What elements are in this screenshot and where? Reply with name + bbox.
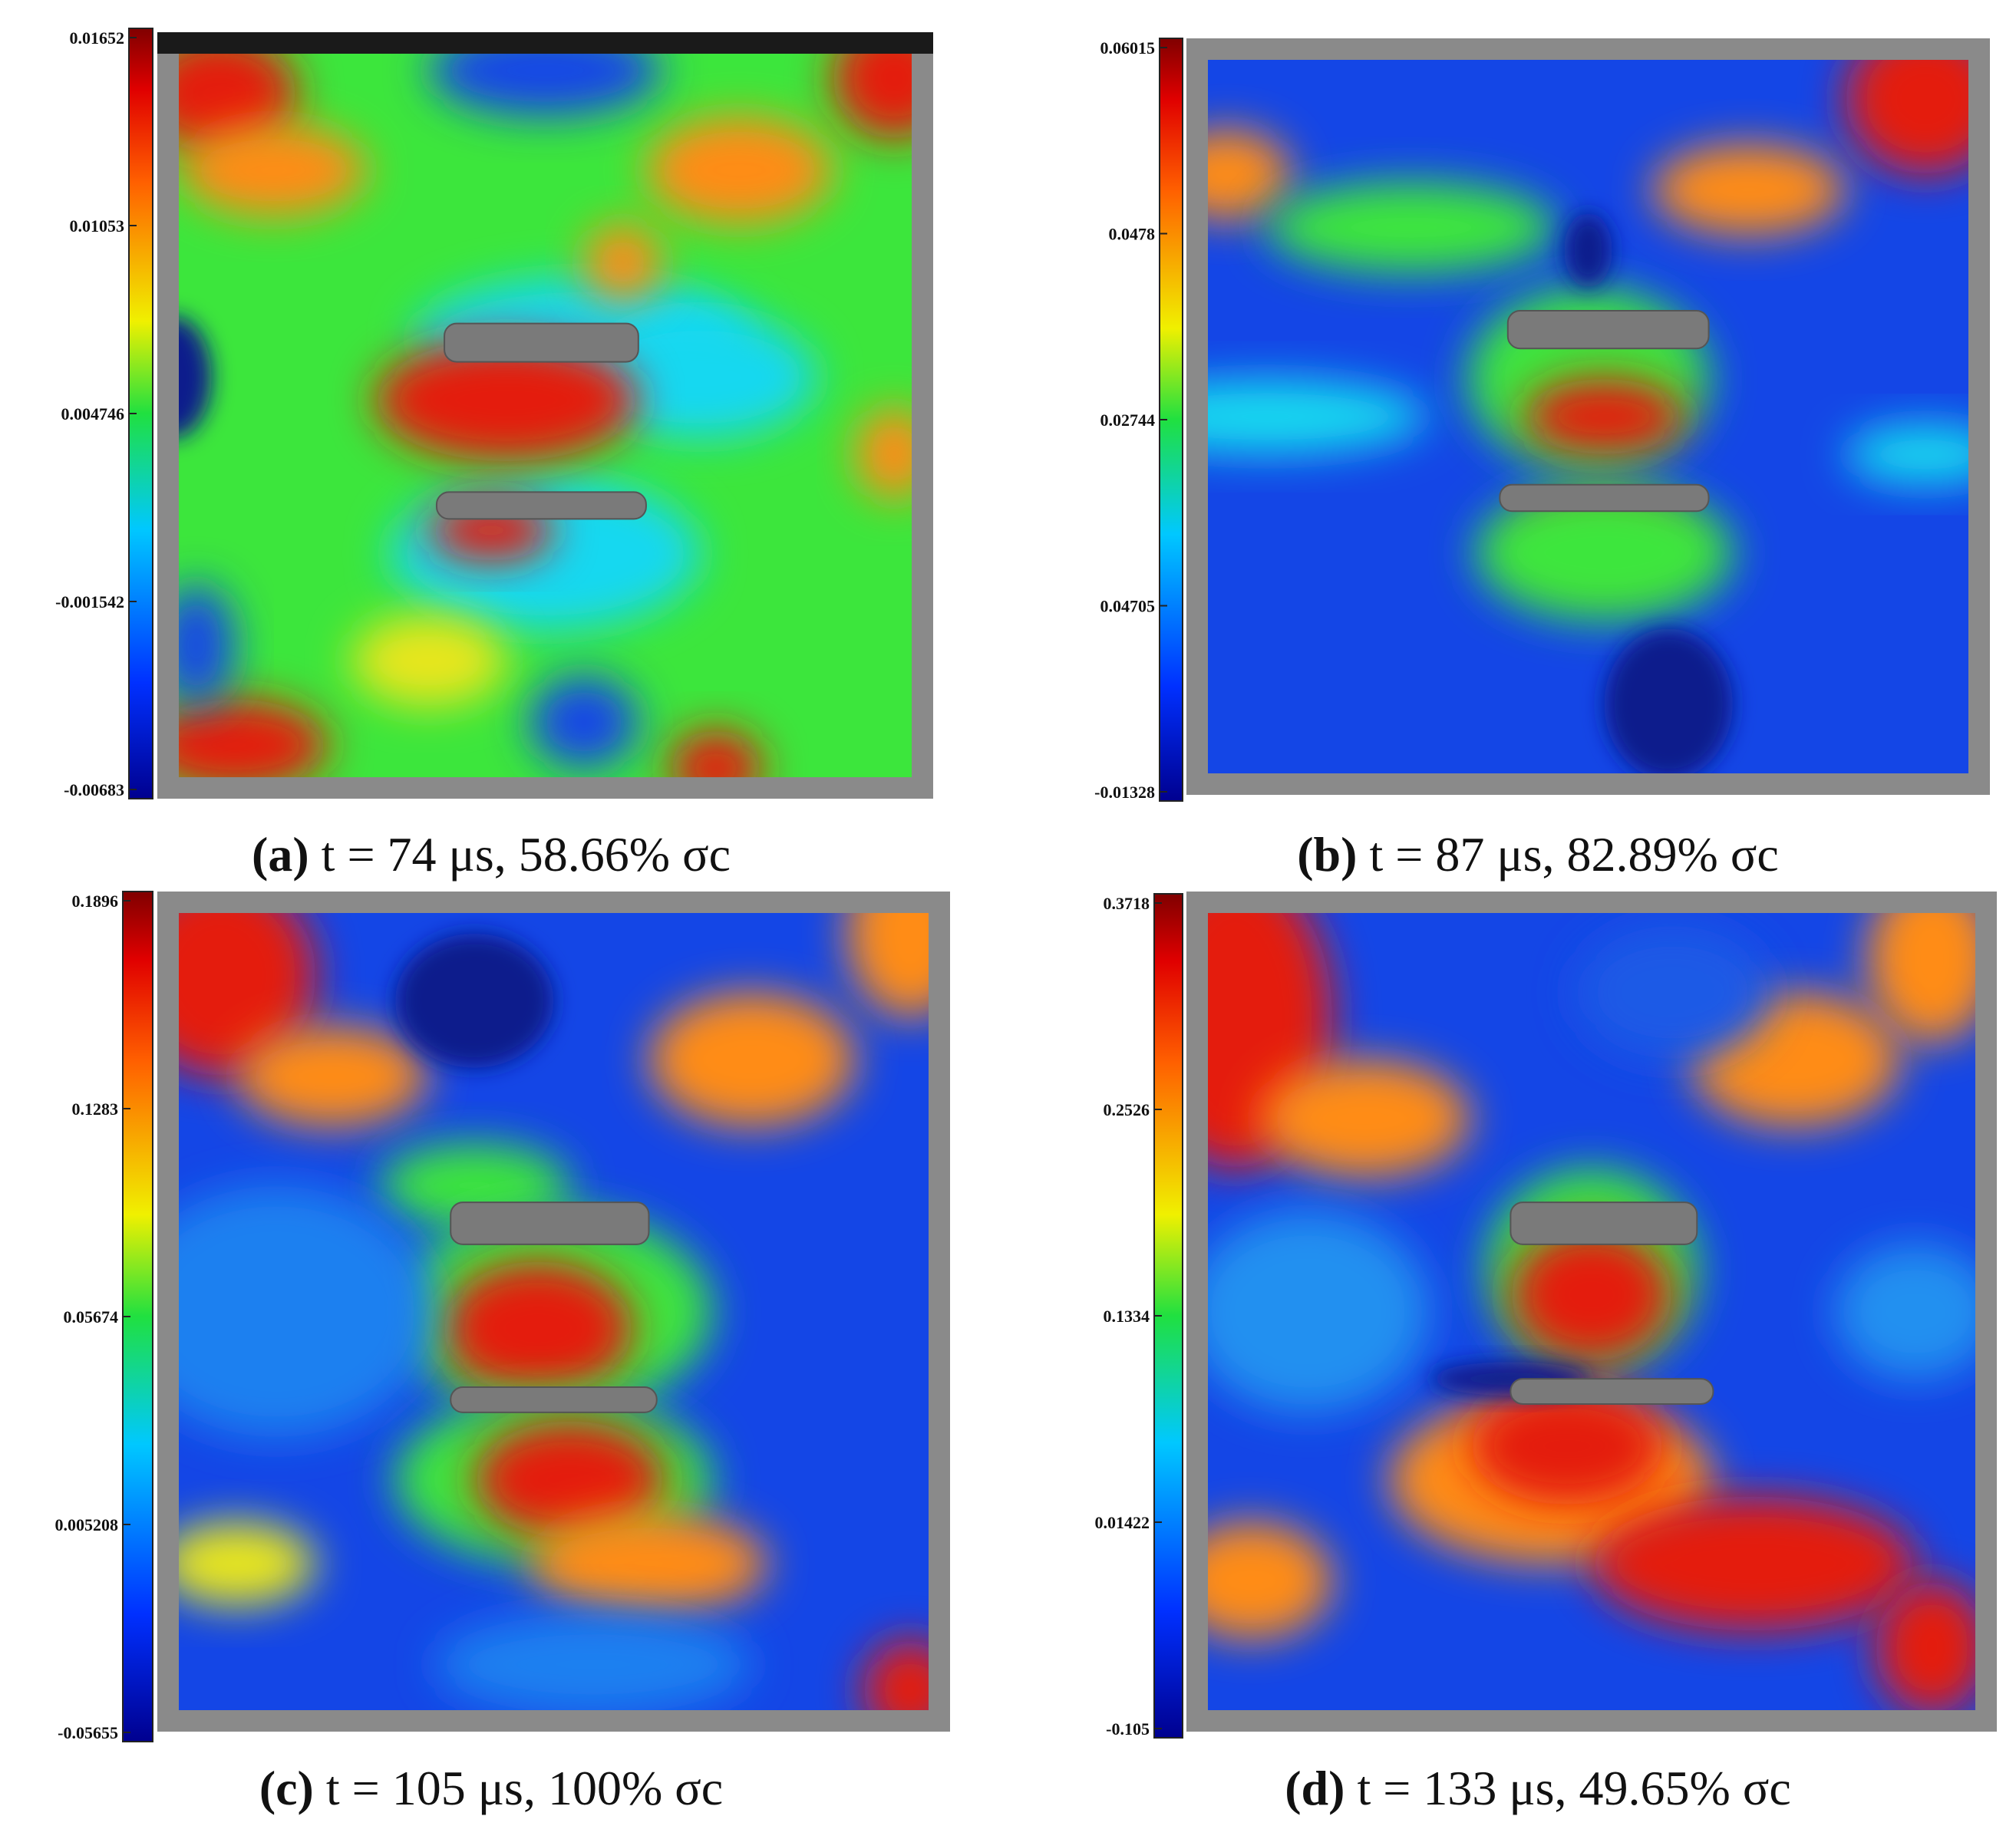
field-blob xyxy=(1475,484,1733,621)
field-blob xyxy=(394,933,554,1068)
field-blob xyxy=(434,1613,752,1710)
colorbar-label: 0.01652 xyxy=(70,28,125,48)
panel: 0.3718 0.2526 0.1334 0.01422 -0.105 (d) t = 1… xyxy=(1095,892,1997,1815)
field-blob xyxy=(1604,628,1733,773)
caption-text: t = 105 μs, 100% σc xyxy=(326,1761,723,1815)
field-blob xyxy=(1208,1211,1430,1412)
colorbar-label: -0.05655 xyxy=(58,1723,118,1742)
flaw xyxy=(1510,1201,1698,1245)
colorbar-label: -0.105 xyxy=(1106,1719,1150,1739)
caption: (d) t = 133 μs, 49.65% σc xyxy=(1285,1761,1791,1815)
colorbar-label: 0.06015 xyxy=(1100,38,1156,58)
caption-tag: (b) xyxy=(1297,827,1357,882)
field-blob xyxy=(1845,424,1968,485)
colorbar-label: 0.02744 xyxy=(1100,410,1156,430)
field-blob xyxy=(1592,1496,1916,1631)
colorbar-label: 0.005208 xyxy=(55,1515,119,1534)
flaw xyxy=(435,491,647,520)
field-blob xyxy=(1208,129,1292,220)
field-blob xyxy=(1845,60,1968,175)
field-blob xyxy=(1208,378,1428,455)
colorbar-label: 0.0478 xyxy=(1109,225,1156,244)
field-blob xyxy=(179,316,212,438)
flaw xyxy=(450,1386,658,1413)
field-blob xyxy=(1259,1060,1470,1178)
colorbar-label: 0.04705 xyxy=(1100,597,1156,616)
field-blob xyxy=(645,116,833,224)
colorbar-label: 0.3718 xyxy=(1104,894,1150,913)
colorbar-label: 0.01053 xyxy=(70,216,125,236)
field-blob xyxy=(863,1639,929,1710)
field-blob xyxy=(1834,1244,1975,1379)
strain-field xyxy=(179,913,929,1710)
flaw xyxy=(444,322,639,363)
caption-text: t = 87 μs, 82.89% σc xyxy=(1369,827,1778,882)
panel: 0.1896 0.1283 0.05674 0.005208 -0.05655 (c) t… xyxy=(55,891,950,1815)
colorbar-label: 0.1283 xyxy=(72,1099,119,1119)
field-blob xyxy=(669,730,763,777)
colorbar-label: 0.05674 xyxy=(64,1307,119,1327)
colorbar-label: 0.01422 xyxy=(1095,1513,1150,1532)
colorbar-label: -0.01328 xyxy=(1094,783,1155,802)
field-blob xyxy=(584,315,817,439)
field-blob xyxy=(236,1026,427,1127)
panel: 0.06015 0.0478 0.02744 0.04705 -0.01328 (b) t… xyxy=(1094,38,1990,882)
field-blob xyxy=(1470,1387,1665,1505)
field-blob xyxy=(855,407,912,500)
caption: (a) t = 74 μs, 58.66% σc xyxy=(252,827,731,882)
colorbar-label: -0.001542 xyxy=(55,592,124,611)
field-blob xyxy=(584,223,662,301)
field-blob xyxy=(179,584,236,707)
colorbar-label: 0.1896 xyxy=(72,892,119,911)
field-blob xyxy=(1510,1228,1673,1363)
flaw xyxy=(1510,1378,1714,1405)
strain-field xyxy=(1208,913,1975,1710)
field-blob xyxy=(1867,913,1975,1043)
strain-field xyxy=(179,54,912,777)
colorbar-label: 0.004746 xyxy=(61,404,125,424)
strain-field xyxy=(1208,60,1968,773)
field-blob xyxy=(1575,925,1770,1060)
field-blob xyxy=(1564,212,1612,288)
caption: (b) t = 87 μs, 82.89% σc xyxy=(1297,827,1779,882)
field-blob xyxy=(180,124,367,216)
colorbar-label: 0.2526 xyxy=(1104,1100,1150,1119)
field-blob xyxy=(442,1261,633,1396)
field-blob xyxy=(179,1521,316,1606)
field-blob xyxy=(846,913,929,1018)
colorbar-label: 0.1334 xyxy=(1104,1307,1150,1326)
field-blob xyxy=(374,338,638,462)
colorbar-label: -0.00683 xyxy=(64,780,124,799)
flaw xyxy=(1506,309,1710,350)
field-blob xyxy=(474,1420,665,1539)
field-blob xyxy=(1266,182,1556,273)
field-blob xyxy=(428,54,662,117)
flaw xyxy=(450,1201,650,1245)
caption: (c) t = 105 μs, 100% σc xyxy=(259,1761,723,1815)
field-blob xyxy=(179,699,328,777)
field-blob xyxy=(648,992,856,1127)
field-blob xyxy=(1208,1521,1333,1640)
panel: 0.01652 0.01053 0.004746 -0.001542 -0.00683 (… xyxy=(55,28,933,882)
field-blob xyxy=(351,615,506,707)
field-blob xyxy=(1523,378,1685,455)
field-blob xyxy=(832,54,912,140)
caption-text: t = 133 μs, 49.65% σc xyxy=(1357,1761,1790,1815)
top-edge xyxy=(157,32,933,54)
field-blob xyxy=(530,1513,768,1614)
field-blob xyxy=(1652,144,1846,236)
field-blob xyxy=(1875,1580,1975,1710)
caption-text: t = 74 μs, 58.66% σc xyxy=(322,827,731,882)
flaw xyxy=(1499,483,1710,513)
caption-tag: (a) xyxy=(252,827,309,882)
field-blob xyxy=(530,676,638,769)
caption-tag: (d) xyxy=(1285,1761,1345,1815)
caption-tag: (c) xyxy=(259,1761,314,1815)
field-blob xyxy=(179,1185,435,1438)
